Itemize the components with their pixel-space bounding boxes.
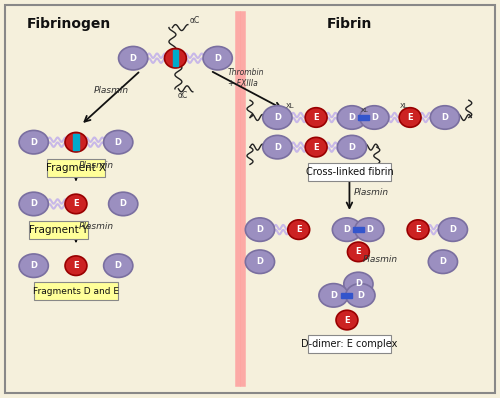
Text: Fragment X: Fragment X [46,163,106,173]
Text: XL: XL [360,107,368,113]
Ellipse shape [203,47,232,70]
Ellipse shape [262,106,292,129]
Text: Fibrin: Fibrin [327,17,372,31]
Text: Fragment Y: Fragment Y [29,224,88,235]
Text: E: E [73,138,79,147]
Text: Cross-linked fibrin: Cross-linked fibrin [306,167,394,177]
FancyBboxPatch shape [73,134,78,150]
Ellipse shape [438,218,468,242]
Text: Plasmin: Plasmin [78,222,114,231]
Text: D: D [274,142,281,152]
Text: D: D [440,257,446,266]
Text: XL: XL [400,103,409,109]
Ellipse shape [104,131,133,154]
Ellipse shape [319,284,348,307]
Text: E: E [73,261,79,270]
Text: E: E [296,225,302,234]
Text: D: D [357,291,364,300]
Text: E: E [415,225,421,234]
Ellipse shape [428,250,458,273]
Text: αC: αC [190,16,200,25]
Ellipse shape [164,49,186,68]
Text: E: E [344,316,350,324]
Text: D: D [442,113,448,122]
Text: D: D [344,225,350,234]
Ellipse shape [344,272,373,296]
Text: D: D [274,113,281,122]
Text: D: D [330,291,337,300]
FancyBboxPatch shape [358,115,369,120]
Text: D: D [256,257,264,266]
Text: E: E [73,199,79,209]
Text: D: D [256,225,264,234]
Text: D: D [450,225,456,234]
Ellipse shape [399,108,421,127]
Ellipse shape [338,135,366,159]
Ellipse shape [104,254,133,277]
FancyBboxPatch shape [172,50,178,66]
Text: E: E [314,113,319,122]
FancyBboxPatch shape [308,163,391,181]
Text: D: D [366,225,373,234]
Text: D: D [214,54,221,63]
Text: D: D [348,113,356,122]
Ellipse shape [19,254,48,277]
Text: D: D [30,261,37,270]
Ellipse shape [348,242,370,261]
Text: E: E [408,113,413,122]
Ellipse shape [338,106,366,129]
Text: Thrombin
+ FXIIIa: Thrombin + FXIIIa [228,68,264,88]
Ellipse shape [65,133,87,152]
Ellipse shape [407,220,429,240]
Text: Fibrinogen: Fibrinogen [26,17,110,31]
Text: Fragments D and E: Fragments D and E [33,287,119,296]
Ellipse shape [246,250,274,273]
Ellipse shape [332,218,362,242]
Text: E: E [356,248,361,256]
Text: D: D [355,279,362,289]
FancyBboxPatch shape [342,293,352,298]
Ellipse shape [246,218,274,242]
FancyBboxPatch shape [29,221,88,238]
FancyBboxPatch shape [6,5,494,393]
Text: Plasmin: Plasmin [354,188,388,197]
Ellipse shape [360,106,389,129]
Text: D: D [114,138,121,147]
Text: D: D [120,199,126,209]
Ellipse shape [19,192,48,216]
Text: E: E [314,142,319,152]
Text: Plasmin: Plasmin [78,161,114,170]
Text: Plasmin: Plasmin [94,86,128,95]
Text: D: D [114,261,121,270]
Ellipse shape [336,310,358,330]
Ellipse shape [262,135,292,159]
Ellipse shape [305,108,327,127]
Text: D-dimer: E complex: D-dimer: E complex [302,339,398,349]
Text: D: D [30,199,37,209]
Text: XL: XL [286,103,294,109]
Text: αC: αC [178,91,188,100]
Text: D: D [371,113,378,122]
Ellipse shape [346,284,375,307]
Ellipse shape [65,256,87,275]
Ellipse shape [118,47,148,70]
Text: Plasmin: Plasmin [362,255,398,264]
Ellipse shape [108,192,138,216]
Text: D: D [348,142,356,152]
FancyBboxPatch shape [308,335,391,353]
FancyBboxPatch shape [46,159,106,177]
Text: D: D [30,138,37,147]
Ellipse shape [305,137,327,157]
Ellipse shape [288,220,310,240]
Ellipse shape [430,106,460,129]
FancyBboxPatch shape [353,227,364,232]
Text: D: D [130,54,136,63]
FancyBboxPatch shape [34,283,117,300]
Ellipse shape [19,131,48,154]
Ellipse shape [65,194,87,214]
Text: E: E [172,54,178,63]
Ellipse shape [354,218,384,242]
